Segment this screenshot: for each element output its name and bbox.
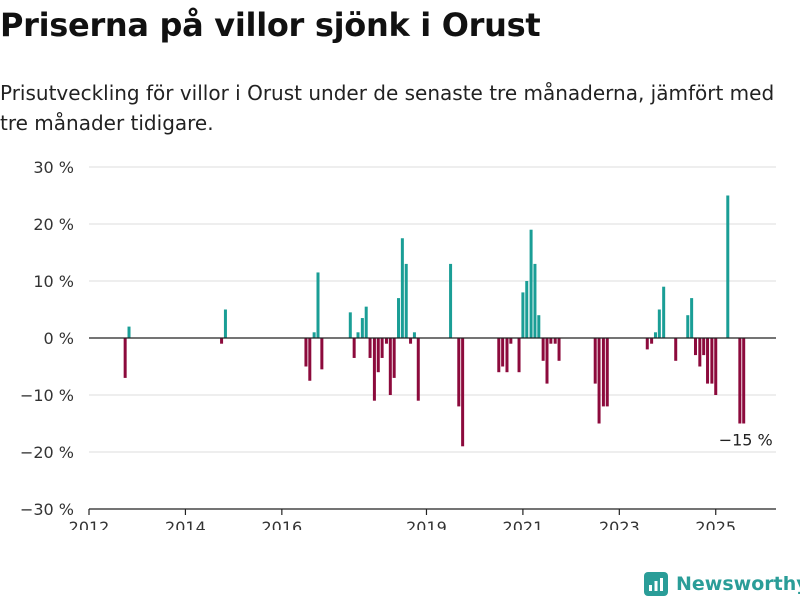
bar-positive bbox=[356, 332, 360, 338]
bar-negative bbox=[693, 338, 697, 356]
x-tick-label: 2016 bbox=[261, 518, 302, 530]
bar-negative bbox=[553, 338, 557, 344]
brand-logo: Newsworthy bbox=[644, 568, 800, 600]
bar-negative bbox=[384, 338, 388, 344]
y-tick-label: 30 % bbox=[33, 158, 74, 177]
y-tick-label: −30 % bbox=[20, 500, 74, 519]
bar-negative bbox=[461, 338, 465, 447]
bar-negative bbox=[601, 338, 605, 407]
bar-negative bbox=[368, 338, 372, 358]
bar-negative bbox=[376, 338, 380, 373]
bar-positive bbox=[404, 263, 408, 338]
bar-negative bbox=[509, 338, 513, 344]
bar-positive bbox=[537, 315, 541, 338]
bar-negative bbox=[497, 338, 501, 373]
y-tick-label: 0 % bbox=[44, 329, 74, 348]
bar-negative bbox=[505, 338, 509, 373]
bar-positive bbox=[690, 298, 694, 338]
bar-positive bbox=[364, 306, 368, 338]
bar-negative bbox=[380, 338, 384, 358]
bar-positive bbox=[397, 298, 401, 338]
bar-negative bbox=[549, 338, 553, 344]
bar-negative bbox=[220, 338, 224, 344]
bar-negative bbox=[645, 338, 649, 350]
bar-negative bbox=[501, 338, 505, 367]
bar-positive bbox=[525, 281, 529, 338]
bar-negative bbox=[308, 338, 312, 381]
bar-negative bbox=[409, 338, 413, 344]
bar-positive bbox=[529, 229, 533, 338]
bar-positive bbox=[686, 315, 690, 338]
bar-negative bbox=[457, 338, 461, 407]
bar-positive bbox=[223, 309, 227, 338]
bar-negative bbox=[710, 338, 714, 384]
x-tick-label: 2021 bbox=[503, 518, 544, 530]
y-tick-label: 20 % bbox=[33, 215, 74, 234]
bar-negative bbox=[674, 338, 678, 361]
bar-positive bbox=[533, 263, 537, 338]
bar-positive bbox=[657, 309, 661, 338]
bar-negative bbox=[698, 338, 702, 367]
bar-negative bbox=[392, 338, 396, 378]
bar-positive bbox=[400, 238, 404, 338]
bar-chart: 30 %20 %10 %0 %−10 %−20 %−30 % 2012 2014 2… bbox=[20, 158, 776, 530]
bar-negative bbox=[702, 338, 706, 356]
newsworthy-logo-icon bbox=[644, 572, 668, 596]
bar-negative bbox=[320, 338, 324, 370]
bar-negative bbox=[742, 338, 746, 424]
brand-name: Newsworthy bbox=[676, 573, 800, 595]
bar-negative bbox=[416, 338, 420, 401]
bars bbox=[123, 195, 746, 447]
bar-negative bbox=[541, 338, 545, 361]
bar-positive bbox=[127, 326, 131, 338]
bar-positive bbox=[521, 292, 525, 338]
bar-negative bbox=[605, 338, 609, 407]
x-tick-label: 2023 bbox=[599, 518, 640, 530]
bar-negative bbox=[706, 338, 710, 384]
bar-positive bbox=[312, 332, 316, 338]
axes bbox=[89, 337, 776, 510]
x-tick-label: 2014 bbox=[165, 518, 206, 530]
x-tick-label: 2012 bbox=[69, 518, 110, 530]
bar-positive bbox=[726, 195, 730, 338]
bar-negative bbox=[304, 338, 308, 367]
bar-negative bbox=[545, 338, 549, 384]
x-tick-label: 2025 bbox=[695, 518, 736, 530]
bar-positive bbox=[360, 318, 364, 338]
bar-negative bbox=[557, 338, 561, 361]
bar-negative bbox=[650, 338, 654, 344]
bar-positive bbox=[412, 332, 416, 338]
bar-negative bbox=[388, 338, 392, 395]
latest-value-annotation: −15 % bbox=[719, 431, 773, 450]
y-tick-label: −20 % bbox=[20, 443, 74, 462]
bar-negative bbox=[714, 338, 718, 395]
bar-negative bbox=[123, 338, 127, 378]
bar-negative bbox=[517, 338, 521, 373]
bar-negative bbox=[738, 338, 742, 424]
bar-negative bbox=[372, 338, 376, 401]
bar-positive bbox=[662, 286, 666, 338]
bar-positive bbox=[316, 272, 320, 338]
chart-title: Priserna på villor sjönk i Orust bbox=[0, 6, 541, 44]
grid-lines bbox=[89, 166, 776, 453]
x-axis-labels: 2012 2014 2016 2019 2021 2023 2025 bbox=[69, 509, 736, 530]
y-tick-label: 10 % bbox=[33, 272, 74, 291]
bar-positive bbox=[449, 263, 453, 338]
bar-negative bbox=[352, 338, 356, 358]
bar-negative bbox=[593, 338, 597, 384]
bar-negative bbox=[597, 338, 601, 424]
y-tick-label: −10 % bbox=[20, 386, 74, 405]
y-axis-labels: 30 % 20 % 10 % 0 % −10 % −20 % −30 % bbox=[20, 158, 74, 519]
bar-positive bbox=[653, 332, 657, 338]
bar-positive bbox=[348, 312, 352, 338]
x-tick-label: 2019 bbox=[406, 518, 447, 530]
chart-subtitle: Prisutveckling för villor i Orust under … bbox=[0, 81, 775, 135]
